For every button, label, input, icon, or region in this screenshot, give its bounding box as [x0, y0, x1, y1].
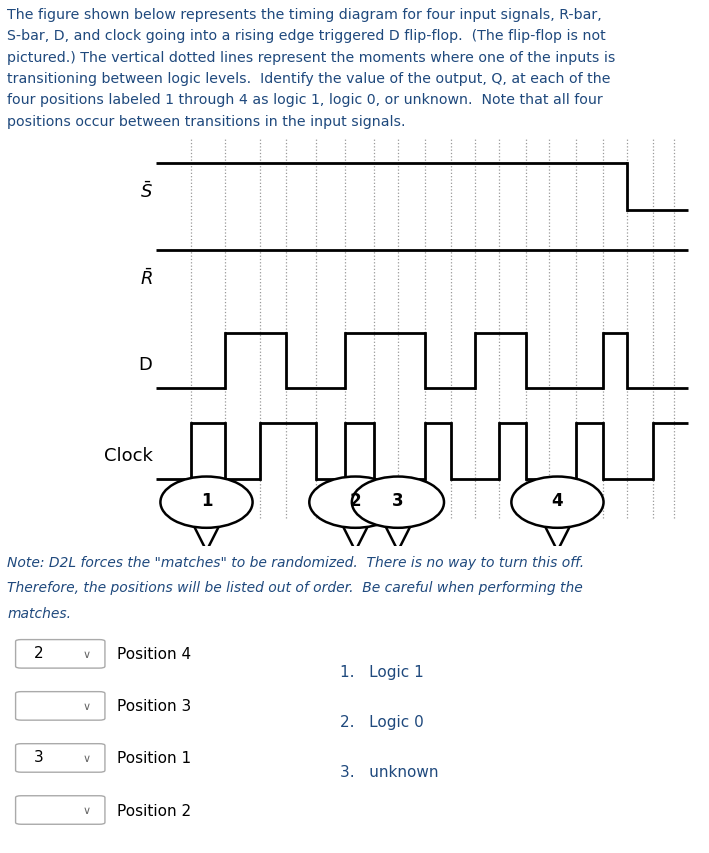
- Text: 2: 2: [34, 646, 44, 660]
- Bar: [377, 502, 418, 511]
- Polygon shape: [335, 510, 376, 551]
- Text: Clock: Clock: [104, 446, 152, 464]
- FancyBboxPatch shape: [16, 640, 105, 668]
- Text: pictured.) The vertical dotted lines represent the moments where one of the inpu: pictured.) The vertical dotted lines rep…: [7, 50, 615, 65]
- Polygon shape: [186, 510, 227, 551]
- Text: Position 2: Position 2: [117, 803, 191, 817]
- Bar: [186, 502, 227, 511]
- Text: Therefore, the positions will be listed out of order.  Be careful when performin: Therefore, the positions will be listed …: [7, 581, 583, 595]
- FancyBboxPatch shape: [16, 692, 105, 720]
- Text: 2: 2: [350, 491, 361, 509]
- Text: D: D: [138, 356, 152, 374]
- Text: Position 1: Position 1: [117, 751, 191, 765]
- Text: 3.   unknown: 3. unknown: [340, 764, 439, 779]
- Text: 4: 4: [552, 491, 563, 509]
- Text: four positions labeled 1 through 4 as logic 1, logic 0, or unknown.  Note that a: four positions labeled 1 through 4 as lo…: [7, 93, 603, 107]
- Circle shape: [160, 477, 252, 528]
- Polygon shape: [537, 510, 578, 551]
- Text: 2.   Logic 0: 2. Logic 0: [340, 715, 424, 729]
- Circle shape: [511, 477, 603, 528]
- Bar: [335, 502, 376, 511]
- Text: matches.: matches.: [7, 606, 71, 620]
- Text: Position 4: Position 4: [117, 647, 191, 662]
- Text: ∨: ∨: [82, 753, 91, 763]
- Text: transitioning between logic levels.  Identify the value of the output, Q, at eac: transitioning between logic levels. Iden…: [7, 72, 610, 86]
- Text: ∨: ∨: [82, 701, 91, 711]
- Text: Position 3: Position 3: [117, 699, 191, 714]
- Text: 1: 1: [201, 491, 212, 509]
- Text: $\bar{R}$: $\bar{R}$: [140, 268, 152, 288]
- Text: 3: 3: [34, 750, 44, 764]
- Text: S-bar, D, and clock going into a rising edge triggered D flip-flop.  (The flip-f: S-bar, D, and clock going into a rising …: [7, 29, 605, 44]
- Text: 1.   Logic 1: 1. Logic 1: [340, 664, 424, 680]
- FancyBboxPatch shape: [16, 796, 105, 824]
- Circle shape: [352, 477, 444, 528]
- Text: ∨: ∨: [82, 649, 91, 659]
- Circle shape: [309, 477, 401, 528]
- Text: positions occur between transitions in the input signals.: positions occur between transitions in t…: [7, 114, 406, 129]
- Text: 3: 3: [392, 491, 403, 509]
- Polygon shape: [377, 510, 418, 551]
- FancyBboxPatch shape: [16, 744, 105, 772]
- Text: Note: D2L forces the "matches" to be randomized.  There is no way to turn this o: Note: D2L forces the "matches" to be ran…: [7, 555, 584, 569]
- Bar: [537, 502, 578, 511]
- Text: The figure shown below represents the timing diagram for four input signals, R-b: The figure shown below represents the ti…: [7, 8, 602, 22]
- Text: $\bar{S}$: $\bar{S}$: [140, 181, 152, 201]
- Text: ∨: ∨: [82, 805, 91, 815]
